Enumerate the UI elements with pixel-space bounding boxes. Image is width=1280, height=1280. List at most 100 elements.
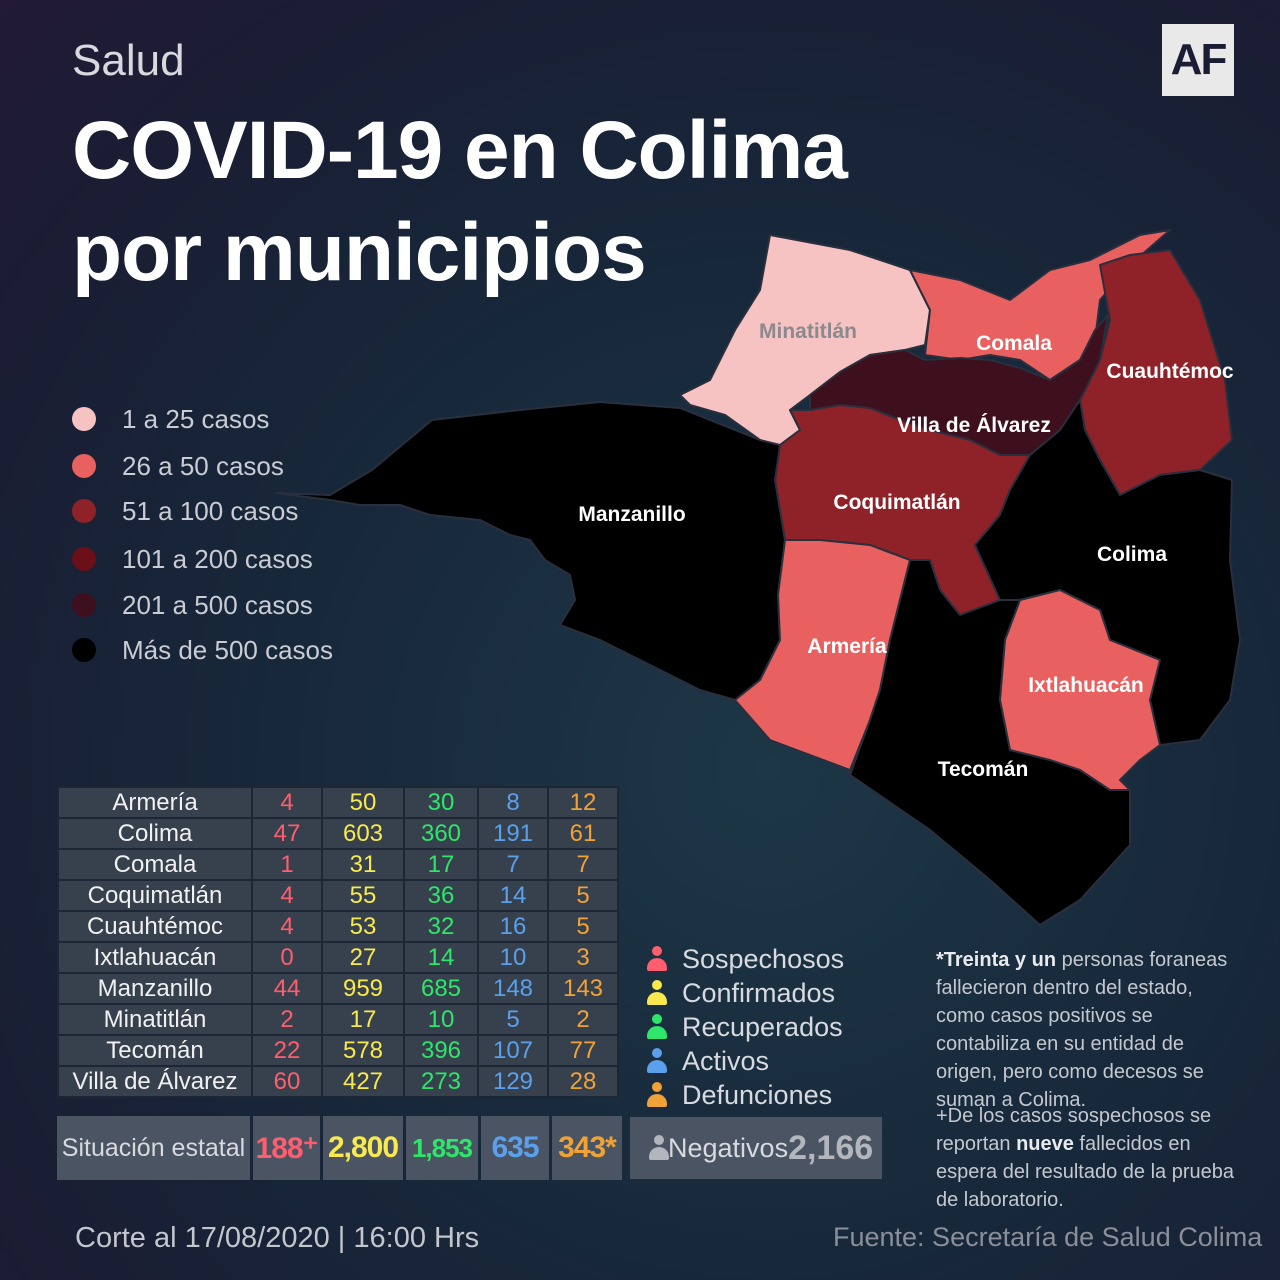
total-activos: 635 bbox=[491, 1131, 539, 1164]
cell-defunciones: 7 bbox=[547, 848, 619, 881]
footnote-sospechosos: +De los casos sospechosos se reportan nu… bbox=[936, 1102, 1246, 1214]
key-item: Confirmados bbox=[646, 977, 835, 1009]
legend-item: Más de 500 casos bbox=[72, 635, 333, 665]
legend-swatch bbox=[72, 499, 96, 523]
legend-label: 201 a 500 casos bbox=[122, 589, 313, 620]
table-row: Villa de Álvarez 60 427 273 129 28 bbox=[57, 1065, 619, 1098]
legend-swatch bbox=[72, 593, 96, 617]
table-row: Tecomán 22 578 396 107 77 bbox=[57, 1034, 619, 1067]
cell-municipio: Armería bbox=[57, 786, 253, 819]
legend-item: 201 a 500 casos bbox=[72, 590, 313, 620]
totals-label: Situación estatal bbox=[61, 1133, 246, 1162]
legend-item: 26 a 50 casos bbox=[72, 451, 284, 481]
map-label-armeria: Armería bbox=[807, 635, 887, 658]
table-row: Armería 4 50 30 8 12 bbox=[57, 786, 619, 819]
cell-municipio: Villa de Álvarez bbox=[57, 1065, 253, 1098]
total-recuperados: 1,853 bbox=[411, 1132, 473, 1163]
cell-activos: 16 bbox=[477, 910, 549, 943]
person-icon bbox=[646, 1048, 668, 1074]
footnote-bold: nueve bbox=[1016, 1133, 1074, 1155]
key-label: Confirmados bbox=[682, 977, 836, 1008]
cell-recuperados: 396 bbox=[403, 1034, 479, 1067]
legend-label: 1 a 25 casos bbox=[122, 403, 270, 434]
table-row: Comala 1 31 17 7 7 bbox=[57, 848, 619, 881]
total-confirmados: 2,800 bbox=[327, 1131, 399, 1164]
cell-municipio: Coquimatlán bbox=[57, 879, 253, 912]
map-label-comala: Comala bbox=[976, 332, 1052, 355]
legend-item: 101 a 200 casos bbox=[72, 544, 313, 574]
totals-activos-cell: 635 bbox=[481, 1116, 549, 1180]
cell-defunciones: 5 bbox=[547, 910, 619, 943]
cell-recuperados: 30 bbox=[403, 786, 479, 819]
cell-defunciones: 12 bbox=[547, 786, 619, 819]
cell-confirmados: 31 bbox=[321, 848, 405, 881]
cell-activos: 7 bbox=[477, 848, 549, 881]
cell-defunciones: 5 bbox=[547, 879, 619, 912]
person-icon bbox=[646, 980, 668, 1006]
page-title-line2: por municipios bbox=[72, 207, 647, 298]
cell-recuperados: 14 bbox=[403, 941, 479, 974]
legend-label: 26 a 50 casos bbox=[122, 450, 284, 481]
cell-sospechosos: 0 bbox=[251, 941, 323, 974]
table-row: Minatitlán 2 17 10 5 2 bbox=[57, 1003, 619, 1036]
cell-confirmados: 603 bbox=[321, 817, 405, 850]
af-logo: AF bbox=[1162, 24, 1234, 96]
key-item: Recuperados bbox=[646, 1011, 843, 1043]
person-icon bbox=[646, 946, 668, 972]
table-row: Cuauhtémoc 4 53 32 16 5 bbox=[57, 910, 619, 943]
cell-recuperados: 685 bbox=[403, 972, 479, 1005]
cell-sospechosos: 1 bbox=[251, 848, 323, 881]
legend-item: 1 a 25 casos bbox=[72, 404, 269, 434]
cell-recuperados: 273 bbox=[403, 1065, 479, 1098]
legend-label: 51 a 100 casos bbox=[122, 495, 299, 526]
cell-confirmados: 427 bbox=[321, 1065, 405, 1098]
cell-recuperados: 36 bbox=[403, 879, 479, 912]
cell-confirmados: 53 bbox=[321, 910, 405, 943]
cell-defunciones: 28 bbox=[547, 1065, 619, 1098]
cell-municipio: Cuauhtémoc bbox=[57, 910, 253, 943]
legend-swatch bbox=[72, 407, 96, 431]
legend-swatch bbox=[72, 454, 96, 478]
page-title-line1: COVID-19 en Colima bbox=[72, 105, 848, 196]
cell-confirmados: 50 bbox=[321, 786, 405, 819]
map-label-colima: Colima bbox=[1097, 543, 1167, 566]
cell-sospechosos: 2 bbox=[251, 1003, 323, 1036]
negativos-value: 2,166 bbox=[788, 1128, 874, 1167]
totals-label-cell: Situación estatal bbox=[57, 1116, 250, 1180]
map-label-minatitlan: Minatitlán bbox=[759, 320, 857, 343]
totals-confirmados-cell: 2,800 bbox=[323, 1116, 403, 1180]
cell-municipio: Comala bbox=[57, 848, 253, 881]
cell-municipio: Manzanillo bbox=[57, 972, 253, 1005]
footnote-bold: *Treinta y un bbox=[936, 949, 1057, 971]
cell-defunciones: 61 bbox=[547, 817, 619, 850]
municipio-ixtlahuacan bbox=[999, 589, 1161, 791]
cell-recuperados: 10 bbox=[403, 1003, 479, 1036]
cell-municipio: Ixtlahuacán bbox=[57, 941, 253, 974]
cell-defunciones: 77 bbox=[547, 1034, 619, 1067]
cell-municipio: Tecomán bbox=[57, 1034, 253, 1067]
section-label: Salud bbox=[72, 36, 185, 85]
legend-swatch bbox=[72, 638, 96, 662]
person-icon bbox=[646, 1082, 668, 1108]
cell-municipio: Colima bbox=[57, 817, 253, 850]
cell-confirmados: 17 bbox=[321, 1003, 405, 1036]
cell-activos: 10 bbox=[477, 941, 549, 974]
cell-municipio: Minatitlán bbox=[57, 1003, 253, 1036]
source-credit: Fuente: Secretaría de Salud Colima bbox=[833, 1222, 1263, 1252]
legend-label: Más de 500 casos bbox=[122, 634, 334, 665]
cell-activos: 148 bbox=[477, 972, 549, 1005]
totals-sospechosos-cell: 188⁺ bbox=[253, 1116, 320, 1180]
key-label: Recuperados bbox=[682, 1011, 843, 1042]
footnote-text: personas foraneas fallecieron dentro del… bbox=[936, 949, 1228, 1111]
legend-item: 51 a 100 casos bbox=[72, 496, 298, 526]
cell-activos: 129 bbox=[477, 1065, 549, 1098]
table-row: Coquimatlán 4 55 36 14 5 bbox=[57, 879, 619, 912]
municipios-table: Armería 4 50 30 8 12 Colima 47 603 360 191 61 Comala… bbox=[57, 786, 619, 1098]
cell-sospechosos: 47 bbox=[251, 817, 323, 850]
key-item: Defunciones bbox=[646, 1079, 832, 1111]
cell-recuperados: 32 bbox=[403, 910, 479, 943]
cell-activos: 14 bbox=[477, 879, 549, 912]
table-row: Ixtlahuacán 0 27 14 10 3 bbox=[57, 941, 619, 974]
key-label: Sospechosos bbox=[682, 943, 845, 974]
